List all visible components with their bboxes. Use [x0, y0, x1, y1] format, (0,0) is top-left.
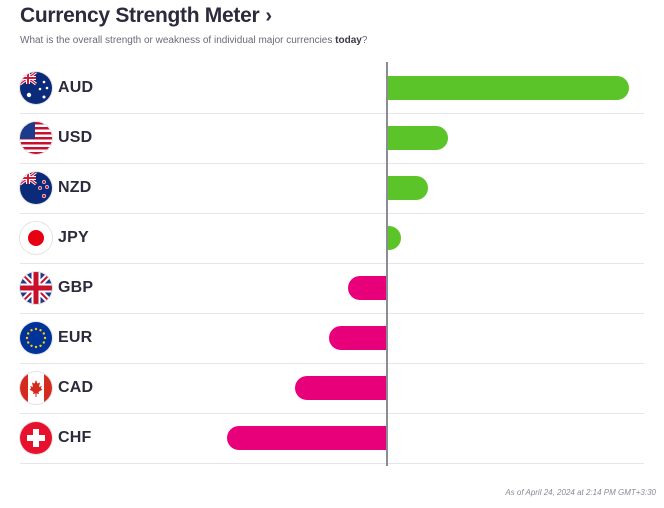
- strength-bar-nzd: [387, 176, 429, 200]
- strength-bar-jpy: [387, 226, 401, 250]
- eu-flag-icon: [20, 322, 52, 354]
- japan-flag-icon: [20, 222, 52, 254]
- widget-subtitle: What is the overall strength or weakness…: [20, 35, 640, 47]
- subtitle-text: What is the overall strength or weakness…: [20, 35, 333, 46]
- widget-title: Currency Strength Meter: [20, 4, 260, 27]
- strength-bar-gbp: [348, 276, 387, 300]
- switzerland-flag-icon: [20, 422, 52, 454]
- currency-row-aud: AUD: [20, 63, 644, 114]
- currency-code: USD: [58, 129, 93, 146]
- strength-bar-usd: [387, 126, 448, 150]
- subtitle-suffix: ?: [361, 35, 368, 46]
- currency-code: CHF: [58, 429, 92, 446]
- currency-code: NZD: [58, 179, 92, 196]
- currency-row-eur: EUR: [20, 313, 644, 364]
- subtitle-emphasis: today: [335, 35, 362, 46]
- currency-row-jpy: JPY: [20, 213, 644, 264]
- currency-row-chf: CHF: [20, 413, 644, 464]
- chevron-right-icon: ›: [265, 5, 272, 27]
- strength-bar-aud: [387, 76, 629, 100]
- strength-bar-cad: [295, 376, 387, 400]
- currency-code: AUD: [58, 79, 94, 96]
- currency-row-usd: USD: [20, 113, 644, 164]
- currency-row-gbp: GBP: [20, 263, 644, 314]
- timestamp-footer: As of April 24, 2024 at 2:14 PM GMT+3:30: [505, 488, 656, 497]
- zero-axis-line: [386, 62, 388, 466]
- currency-code: CAD: [58, 379, 94, 396]
- uk-flag-icon: [20, 272, 52, 304]
- strength-bar-eur: [328, 326, 387, 350]
- currency-code: JPY: [58, 229, 89, 246]
- widget-header: Currency Strength Meter › What is the ov…: [20, 4, 640, 47]
- currency-row-cad: CAD: [20, 363, 644, 414]
- new-zealand-flag-icon: [20, 172, 52, 204]
- currency-code: GBP: [58, 279, 94, 296]
- strength-bar-chf: [227, 426, 387, 450]
- usa-flag-icon: [20, 122, 52, 154]
- currency-code: EUR: [58, 329, 93, 346]
- canada-flag-icon: [20, 372, 52, 404]
- title-link[interactable]: Currency Strength Meter ›: [20, 4, 272, 28]
- currency-row-nzd: NZD: [20, 163, 644, 214]
- australia-flag-icon: [20, 72, 52, 104]
